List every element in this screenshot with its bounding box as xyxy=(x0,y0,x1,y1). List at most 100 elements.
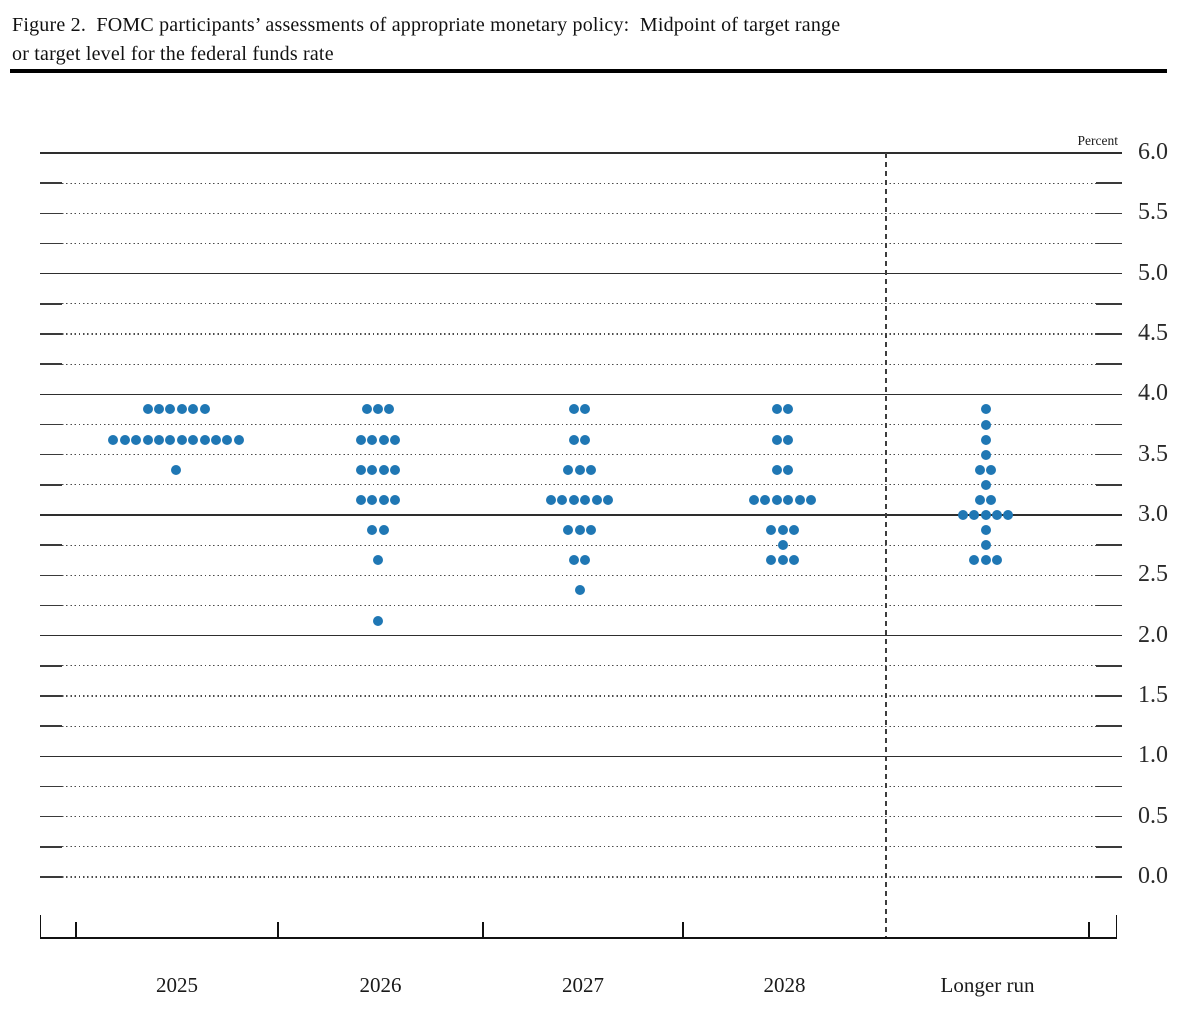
dot-longer-run-3 xyxy=(991,510,1002,520)
gridline-right-dash-5.75 xyxy=(1096,182,1122,184)
gridline-left-dash-0.75 xyxy=(40,785,62,788)
dot-2025-3.625 xyxy=(119,434,130,445)
figure-title-line-2: or target level for the federal funds ra… xyxy=(12,43,334,65)
dot-2026-2.875 xyxy=(367,525,378,536)
gridline-dotted-5.75 xyxy=(62,182,1096,184)
dot-2028-3.875 xyxy=(771,404,782,415)
gridline-left-dash-2.75 xyxy=(40,544,62,546)
dot-longer-run-2.625 xyxy=(969,555,980,566)
gridline-dotted-3.25 xyxy=(62,484,1096,486)
gridline-dotted-3.50 xyxy=(62,454,1096,456)
dot-longer-run-3.375 xyxy=(986,464,997,475)
dot-2026-2.625 xyxy=(373,555,383,566)
dot-2025-3.625 xyxy=(210,434,221,445)
gridline-2.00 xyxy=(40,634,1122,637)
figure-title-line-1: Figure 2. FOMC participants’ assessments… xyxy=(12,14,841,36)
x-axis-edge-tick xyxy=(1116,915,1118,937)
y-tick-label-0.5: 0.5 xyxy=(1138,802,1168,829)
y-tick-label-2.0: 2.0 xyxy=(1138,621,1168,648)
dot-longer-run-3.125 xyxy=(974,494,985,505)
dot-2026-3.125 xyxy=(367,494,378,505)
dot-longer-run-3.25 xyxy=(980,479,991,490)
gridline-left-dash-3.25 xyxy=(40,484,62,486)
dot-2026-3.375 xyxy=(355,464,366,475)
dot-2028-2.875 xyxy=(766,525,777,536)
dot-2027-3.125 xyxy=(568,494,579,505)
dot-2028-3.625 xyxy=(783,434,794,445)
dot-2027-3.625 xyxy=(568,434,579,445)
y-tick-label-6.0: 6.0 xyxy=(1138,138,1168,165)
gridline-right-dash-0.25 xyxy=(1096,846,1122,848)
dot-2026-3.375 xyxy=(367,464,378,475)
dot-2027-3.375 xyxy=(574,464,585,475)
dot-2025-3.625 xyxy=(153,434,164,445)
gridline-1.00 xyxy=(40,755,1122,758)
dot-2026-3.375 xyxy=(378,464,389,475)
dot-2028-2.625 xyxy=(788,555,799,566)
gridline-right-dash-4.75 xyxy=(1096,303,1122,305)
dot-longer-run-2.625 xyxy=(991,555,1002,566)
y-tick-label-3.5: 3.5 xyxy=(1138,440,1168,467)
x-category-label-2027: 2027 xyxy=(562,973,604,997)
gridline-5.00 xyxy=(40,272,1122,275)
gridline-4.00 xyxy=(40,393,1122,396)
x-axis-line xyxy=(40,937,1117,939)
dot-2026-3.625 xyxy=(378,434,389,445)
dot-2026-3.125 xyxy=(355,494,366,505)
gridline-left-dash-0.25 xyxy=(40,846,62,848)
dot-longer-run-3.75 xyxy=(980,419,991,430)
dot-2028-2.75 xyxy=(777,540,788,551)
gridline-right-dash-3.50 xyxy=(1096,453,1122,456)
gridline-left-dash-4.25 xyxy=(40,363,62,365)
dot-2025-3.625 xyxy=(108,434,119,445)
dot-longer-run-2.75 xyxy=(980,540,991,551)
dot-2028-3.125 xyxy=(806,494,816,505)
y-tick-label-4.5: 4.5 xyxy=(1138,319,1168,346)
gridline-right-dash-0.50 xyxy=(1096,815,1122,818)
gridline-right-dash-4.50 xyxy=(1096,333,1122,335)
gridline-dotted-2.25 xyxy=(62,604,1096,607)
dot-2026-3.875 xyxy=(373,404,383,415)
dot-2028-3.375 xyxy=(771,464,782,475)
dot-longer-run-3.875 xyxy=(980,404,991,415)
gridline-left-dash-4.50 xyxy=(40,333,62,335)
gridline-right-dash-1.25 xyxy=(1096,725,1122,727)
gridline-right-dash-2.25 xyxy=(1096,604,1122,607)
gridline-right-dash-2.50 xyxy=(1096,574,1122,577)
dot-2026-3.375 xyxy=(390,464,401,475)
x-axis-tick xyxy=(75,922,77,937)
dot-longer-run-3.125 xyxy=(986,494,997,505)
x-axis-tick xyxy=(482,922,484,937)
dot-2025-3.875 xyxy=(176,404,187,415)
x-axis-tick xyxy=(277,922,279,937)
gridline-left-dash-2.25 xyxy=(40,604,62,607)
gridline-left-dash-1.75 xyxy=(40,665,62,667)
gridline-dotted-1.25 xyxy=(62,725,1096,727)
gridline-dotted-4.50 xyxy=(62,333,1096,335)
dot-2025-3.625 xyxy=(233,434,244,445)
gridline-left-dash-3.75 xyxy=(40,423,62,426)
gridline-left-dash-0.00 xyxy=(40,876,62,878)
dot-2028-2.625 xyxy=(777,555,788,566)
dot-2028-3.625 xyxy=(771,434,782,445)
dot-2027-2.875 xyxy=(563,525,574,536)
gridline-left-dash-0.50 xyxy=(40,815,62,818)
dot-longer-run-2.625 xyxy=(980,555,991,566)
y-axis-unit-label: Percent xyxy=(1077,133,1118,148)
dot-2025-3.625 xyxy=(131,434,142,445)
gridline-left-dash-4.75 xyxy=(40,303,62,305)
dot-2027-2.625 xyxy=(580,555,591,566)
dot-2025-3.875 xyxy=(142,404,153,415)
dot-2025-3.625 xyxy=(142,434,153,445)
dot-2027-3.875 xyxy=(568,404,579,415)
dot-2027-3.125 xyxy=(603,494,613,505)
gridline-left-dash-1.25 xyxy=(40,725,62,727)
gridline-dotted-1.50 xyxy=(62,695,1096,697)
dot-2026-2.875 xyxy=(378,525,389,536)
dot-2027-3.125 xyxy=(557,494,568,505)
gridline-dotted-0.75 xyxy=(62,785,1096,788)
dot-2026-2.125 xyxy=(373,615,383,626)
dot-2025-3.875 xyxy=(188,404,199,415)
dot-2028-3.125 xyxy=(771,494,782,505)
